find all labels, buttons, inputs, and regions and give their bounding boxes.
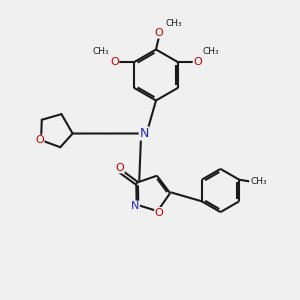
Text: O: O — [193, 57, 202, 67]
Text: CH₃: CH₃ — [250, 177, 267, 186]
Text: CH₃: CH₃ — [166, 20, 182, 28]
Text: CH₃: CH₃ — [203, 47, 219, 56]
Text: O: O — [110, 57, 119, 67]
Text: O: O — [35, 135, 44, 145]
Text: N: N — [131, 201, 139, 211]
Text: O: O — [155, 208, 164, 218]
Text: O: O — [116, 163, 124, 173]
Text: CH₃: CH₃ — [93, 47, 109, 56]
Text: N: N — [139, 127, 149, 140]
Text: O: O — [154, 28, 164, 38]
